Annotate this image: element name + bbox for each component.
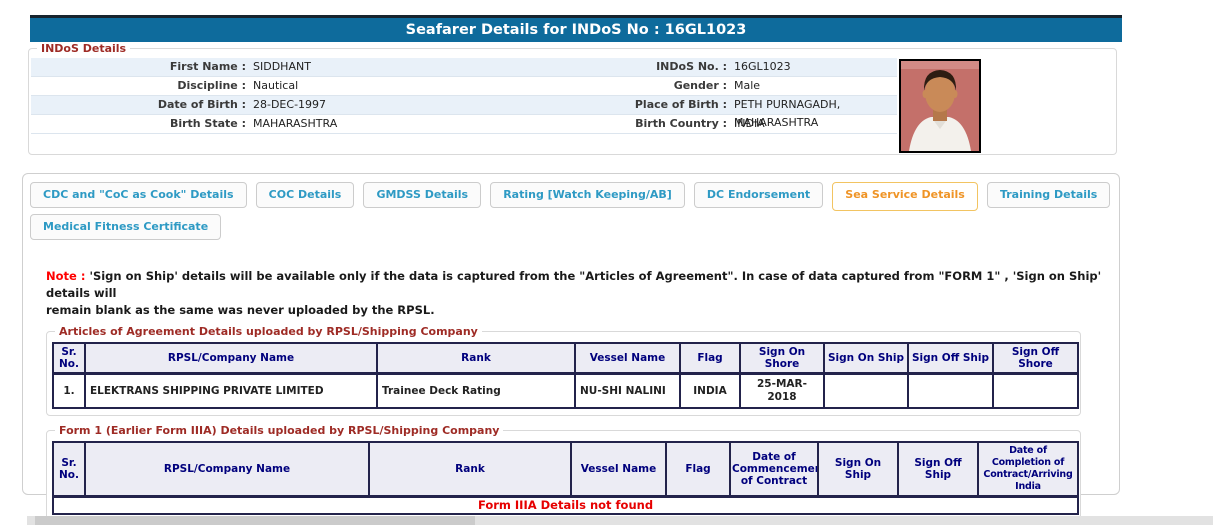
table-row: 1. ELEKTRANS SHIPPING PRIVATE LIMITED Tr… bbox=[52, 372, 1079, 409]
col-sr-no: Sr. No. bbox=[52, 441, 86, 498]
sign-on-ship-note: Note : 'Sign on Ship' details will be av… bbox=[46, 268, 1108, 319]
birth-state-value: MAHARASHTRA bbox=[253, 117, 338, 130]
articles-table: Sr. No. RPSL/Company Name Rank Vessel Na… bbox=[52, 342, 1079, 409]
col-date-commencement: Date of Commencement of Contract bbox=[729, 441, 819, 498]
articles-of-agreement-legend: Articles of Agreement Details uploaded b… bbox=[55, 325, 482, 338]
tab-row-2: Medical Fitness Certificate bbox=[23, 213, 1119, 242]
discipline-label: Discipline : bbox=[177, 79, 246, 92]
tab-training-details[interactable]: Training Details bbox=[986, 182, 1111, 208]
col-sign-off-shore: Sign Off Shore bbox=[992, 342, 1079, 375]
detail-row: First Name : SIDDHANT INDoS No. : 16GL10… bbox=[31, 58, 897, 77]
col-sign-on-ship: Sign On Ship bbox=[823, 342, 909, 375]
form1-legend: Form 1 (Earlier Form IIIA) Details uploa… bbox=[55, 424, 504, 437]
col-vessel-name: Vessel Name bbox=[570, 441, 667, 498]
seafarer-photo-image bbox=[901, 61, 979, 151]
cell-vessel: NU-SHI NALINI bbox=[574, 372, 681, 409]
form1-section: Form 1 (Earlier Form IIIA) Details uploa… bbox=[46, 424, 1081, 522]
indos-details-rows: First Name : SIDDHANT INDoS No. : 16GL10… bbox=[31, 58, 897, 134]
tab-medical-fitness-certificate[interactable]: Medical Fitness Certificate bbox=[30, 214, 222, 240]
col-sign-on-shore: Sign On Shore bbox=[739, 342, 825, 375]
col-flag: Flag bbox=[679, 342, 741, 375]
cell-sign-on-ship bbox=[823, 372, 909, 409]
birth-state-label: Birth State : bbox=[169, 117, 246, 130]
col-date-completion: Date of Completion of Contract/Arriving … bbox=[977, 441, 1079, 498]
cell-flag: INDIA bbox=[679, 372, 741, 409]
date-of-birth-value: 28-DEC-1997 bbox=[253, 98, 327, 111]
tab-rating-watch-keeping[interactable]: Rating [Watch Keeping/AB] bbox=[490, 182, 685, 208]
cell-sign-off-shore bbox=[992, 372, 1079, 409]
gender-label: Gender : bbox=[673, 79, 727, 92]
col-flag: Flag bbox=[665, 441, 731, 498]
table-row: Form IIIA Details not found bbox=[52, 495, 1079, 515]
tab-cdc-coc-cook-details[interactable]: CDC and "CoC as Cook" Details bbox=[30, 182, 247, 208]
first-name-label: First Name : bbox=[169, 60, 246, 73]
tab-row-1: CDC and "CoC as Cook" Details COC Detail… bbox=[23, 174, 1119, 213]
horizontal-scrollbar[interactable] bbox=[27, 516, 1213, 525]
articles-header-row: Sr. No. RPSL/Company Name Rank Vessel Na… bbox=[52, 342, 1079, 375]
indos-no-value: 16GL1023 bbox=[734, 60, 791, 73]
birth-country-label: Birth Country : bbox=[635, 117, 727, 130]
place-of-birth-value: PETH PURNAGADH, MAHARASHTRA bbox=[734, 98, 841, 129]
form1-empty-message: Form IIIA Details not found bbox=[52, 495, 1079, 515]
tab-dc-endorsement[interactable]: DC Endorsement bbox=[693, 182, 824, 208]
col-rank: Rank bbox=[368, 441, 572, 498]
birth-country-value: INDIA bbox=[734, 117, 765, 130]
tab-sea-service-details[interactable]: Sea Service Details bbox=[832, 182, 978, 211]
tab-gmdss-details[interactable]: GMDSS Details bbox=[363, 182, 482, 208]
scrollbar-thumb[interactable] bbox=[35, 516, 475, 525]
page-title: Seafarer Details for INDoS No : 16GL1023 bbox=[30, 15, 1122, 42]
col-rank: Rank bbox=[376, 342, 576, 375]
cell-company: ELEKTRANS SHIPPING PRIVATE LIMITED bbox=[84, 372, 378, 409]
cell-sr-no: 1. bbox=[52, 372, 86, 409]
date-of-birth-label: Date of Birth : bbox=[157, 98, 246, 111]
col-sign-off-ship: Sign Off Ship bbox=[897, 441, 979, 498]
gender-value: Male bbox=[734, 79, 761, 92]
first-name-value: SIDDHANT bbox=[253, 60, 311, 73]
indos-no-label: INDoS No. : bbox=[656, 60, 727, 73]
col-vessel-name: Vessel Name bbox=[574, 342, 681, 375]
detail-row: Birth State : MAHARASHTRA Birth Country … bbox=[31, 115, 897, 134]
place-of-birth-label: Place of Birth : bbox=[634, 98, 727, 111]
discipline-value: Nautical bbox=[253, 79, 299, 92]
col-sign-on-ship: Sign On Ship bbox=[817, 441, 899, 498]
form1-header-row: Sr. No. RPSL/Company Name Rank Vessel Na… bbox=[52, 441, 1079, 498]
indos-details-legend: INDoS Details bbox=[37, 42, 131, 55]
note-text: 'Sign on Ship' details will be available… bbox=[46, 269, 1102, 317]
note-prefix: Note : bbox=[46, 269, 86, 283]
detail-row: Date of Birth : 28-DEC-1997 Place of Bir… bbox=[31, 96, 897, 129]
seafarer-tab-panel: CDC and "CoC as Cook" Details COC Detail… bbox=[22, 173, 1120, 522]
col-rpsl-company-name: RPSL/Company Name bbox=[84, 342, 378, 375]
tab-coc-details[interactable]: COC Details bbox=[255, 182, 355, 208]
indos-details-section: INDoS Details First Name : SIDDHANT INDo… bbox=[28, 42, 1117, 155]
cell-sign-on-shore: 25-MAR-2018 bbox=[739, 372, 825, 409]
col-sr-no: Sr. No. bbox=[52, 342, 86, 375]
col-sign-off-ship: Sign Off Ship bbox=[907, 342, 994, 375]
cell-rank: Trainee Deck Rating bbox=[376, 372, 576, 409]
form1-table: Sr. No. RPSL/Company Name Rank Vessel Na… bbox=[52, 441, 1079, 515]
seafarer-photo bbox=[899, 59, 981, 153]
cell-sign-off-ship bbox=[907, 372, 994, 409]
col-rpsl-company-name: RPSL/Company Name bbox=[84, 441, 370, 498]
articles-of-agreement-section: Articles of Agreement Details uploaded b… bbox=[46, 325, 1081, 416]
detail-row: Discipline : Nautical Gender : Male bbox=[31, 77, 897, 96]
